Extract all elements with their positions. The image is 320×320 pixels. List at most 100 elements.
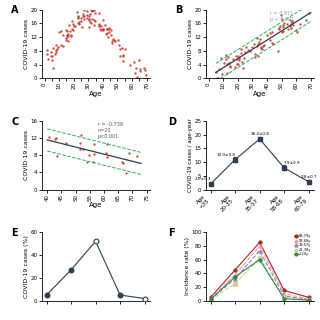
X-axis label: Age: Age — [89, 202, 102, 208]
Point — [215, 76, 220, 81]
Point — [268, 31, 273, 36]
Point — [234, 61, 239, 67]
Point — [289, 21, 294, 26]
Point — [80, 11, 85, 16]
Point — [255, 36, 260, 41]
Point — [53, 52, 58, 57]
Point — [234, 56, 239, 61]
Point — [237, 55, 242, 60]
Point — [49, 54, 54, 59]
Point — [123, 170, 128, 175]
Point — [277, 27, 282, 32]
Point — [97, 10, 102, 15]
Point — [104, 155, 109, 160]
Point — [97, 22, 102, 28]
Point — [64, 28, 69, 33]
Point — [96, 22, 101, 27]
Point — [63, 37, 68, 43]
Point — [90, 159, 95, 164]
Point — [98, 24, 103, 29]
Point — [44, 48, 49, 53]
Point — [234, 54, 239, 59]
Point — [85, 16, 90, 21]
Point — [285, 22, 290, 27]
Point — [108, 28, 113, 33]
Point — [215, 76, 220, 81]
Point — [88, 20, 93, 25]
Point — [75, 9, 80, 14]
Point — [239, 60, 244, 65]
Point — [135, 75, 140, 80]
Point — [91, 151, 96, 156]
Point — [270, 30, 275, 35]
Point — [72, 23, 77, 28]
Point — [81, 7, 86, 12]
Point — [81, 14, 86, 19]
Text: 2.0±0.3: 2.0±0.3 — [195, 177, 212, 181]
Point — [100, 27, 105, 32]
Point — [221, 60, 226, 66]
Point — [71, 24, 76, 29]
Point — [92, 10, 97, 15]
Point — [226, 61, 231, 66]
Point — [100, 26, 106, 31]
Point — [107, 25, 112, 30]
Point — [134, 153, 139, 158]
Point — [239, 46, 244, 51]
Text: F: F — [168, 228, 174, 238]
Point — [236, 61, 241, 67]
Text: 10.9±0.8: 10.9±0.8 — [217, 153, 236, 157]
Text: B: B — [175, 5, 183, 15]
Point — [63, 140, 68, 146]
Point — [54, 47, 59, 52]
Point — [256, 42, 261, 47]
Point — [63, 35, 68, 40]
Point — [71, 28, 76, 33]
Point — [86, 153, 92, 158]
Point — [264, 32, 269, 37]
Point — [60, 43, 66, 48]
Point — [142, 68, 148, 73]
Point — [123, 46, 128, 52]
Point — [98, 27, 103, 32]
Point — [220, 72, 225, 77]
Point — [118, 46, 123, 52]
Point — [214, 69, 219, 74]
Point — [121, 160, 126, 165]
Text: 7.9±0.9: 7.9±0.9 — [283, 161, 300, 165]
Point — [69, 18, 74, 23]
Point — [225, 62, 230, 67]
Point — [87, 14, 92, 19]
Point — [63, 28, 68, 33]
Point — [281, 24, 286, 29]
Point — [77, 140, 82, 145]
Y-axis label: COVID-19 cases / age-year: COVID-19 cases / age-year — [188, 118, 193, 192]
Point — [132, 59, 137, 64]
Point — [82, 16, 87, 21]
Point — [110, 38, 115, 43]
Point — [276, 25, 281, 30]
Point — [80, 146, 85, 151]
X-axis label: Age: Age — [253, 91, 266, 97]
Point — [84, 159, 89, 164]
Point — [282, 20, 287, 25]
Point — [250, 45, 255, 50]
Point — [285, 27, 290, 32]
Point — [77, 20, 82, 25]
Point — [245, 48, 251, 53]
Point — [126, 150, 131, 156]
Point — [268, 37, 273, 43]
Point — [289, 18, 294, 23]
Point — [89, 8, 94, 13]
Point — [294, 27, 299, 32]
Point — [92, 18, 97, 23]
Point — [277, 23, 283, 28]
Point — [289, 19, 294, 24]
Point — [93, 19, 98, 24]
Point — [96, 23, 101, 28]
Point — [90, 17, 95, 22]
Point — [226, 60, 231, 66]
Point — [68, 28, 73, 34]
Point — [71, 21, 76, 26]
Point — [54, 136, 59, 141]
